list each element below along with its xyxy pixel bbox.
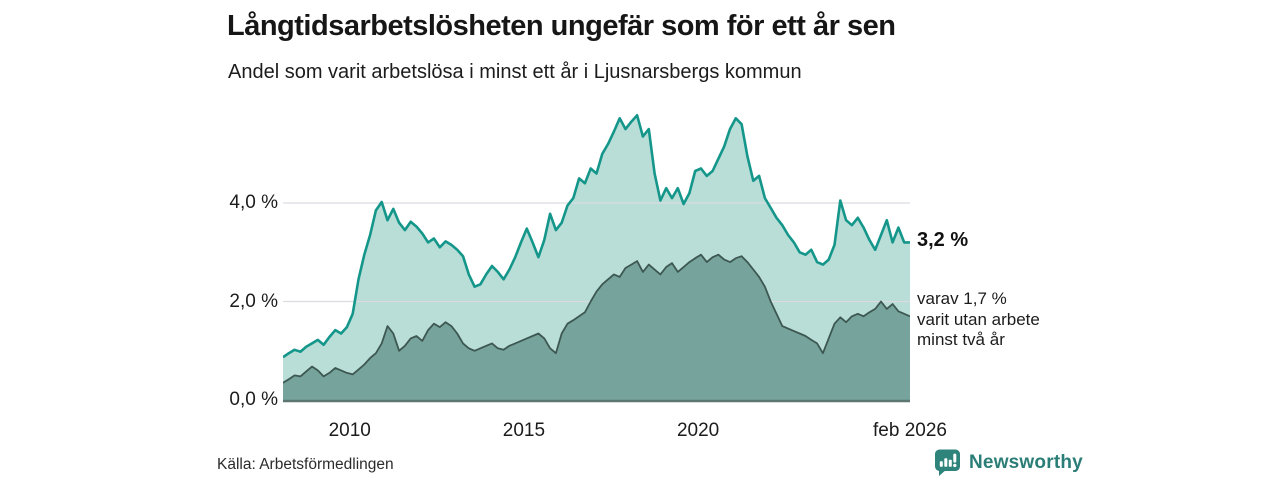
x-axis-tick-label: feb 2026: [873, 420, 947, 441]
annotation-line: varav 1,7 %: [917, 289, 1007, 308]
newsworthy-icon: [935, 449, 960, 476]
chart-subtitle: Andel som varit arbetslösa i minst ett å…: [228, 61, 802, 83]
x-axis-tick-label: 2020: [676, 420, 720, 441]
x-axis-tick-label: 2010: [328, 420, 371, 441]
area-chart: [283, 114, 910, 403]
inner-series-line: [283, 253, 910, 384]
y-axis-tick-label: 4,0 %: [229, 192, 278, 213]
y-axis-tick-label: 2,0 %: [229, 290, 278, 312]
x-axis-tick-label: 2015: [502, 420, 546, 441]
page-title: Långtidsarbetslösheten ungefär som för e…: [227, 10, 896, 42]
outer-series-line: [283, 114, 910, 359]
source-attribution: Källa: Arbetsförmedlingen: [217, 456, 394, 473]
annotation-line: varit utan arbete: [917, 309, 1040, 329]
annotation-line: minst två år: [917, 330, 1005, 349]
y-axis-tick-label: 0,0 %: [229, 389, 278, 410]
latest-value-label: 3,2 %: [917, 229, 969, 251]
inner-series-annotation: varav 1,7 % varit utan arbete minst två …: [917, 289, 1040, 351]
brand-name: Newsworthy: [969, 451, 1083, 473]
brand-logo: Newsworthy: [934, 448, 1083, 477]
inner-area-fill: [283, 254, 910, 400]
